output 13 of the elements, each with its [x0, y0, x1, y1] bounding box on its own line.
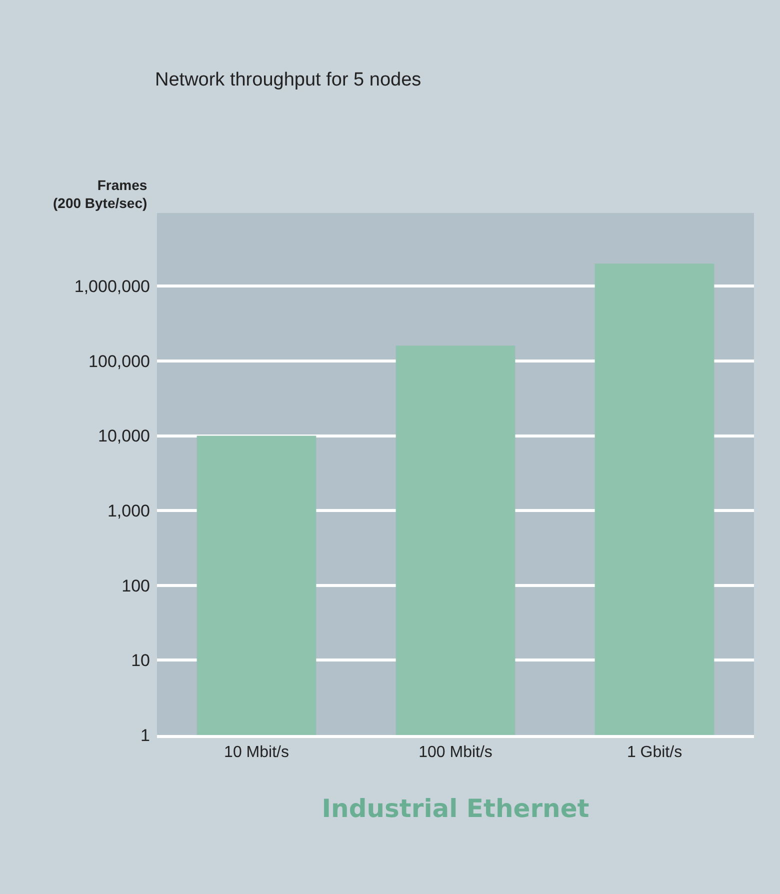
y-tick-label: 100: [122, 576, 150, 596]
y-tick-label: 1: [140, 726, 150, 745]
x-axis-title: Industrial Ethernet: [322, 794, 590, 824]
x-tick-label: 100 Mbit/s: [418, 744, 492, 762]
y-axis-title: Frames (200 Byte/sec): [53, 177, 148, 212]
y-tick-label: 1,000,000: [74, 277, 150, 296]
y-tick-label: 10: [131, 651, 150, 670]
y-tick-label: 100,000: [88, 352, 150, 371]
chart-title: Network throughput for 5 nodes: [155, 69, 422, 90]
y-tick-label: 10,000: [98, 426, 150, 446]
y-tick-label: 1,000: [107, 502, 150, 521]
x-tick-label: 1 Gbit/s: [626, 744, 682, 762]
x-tick-label: 10 Mbit/s: [224, 744, 289, 762]
